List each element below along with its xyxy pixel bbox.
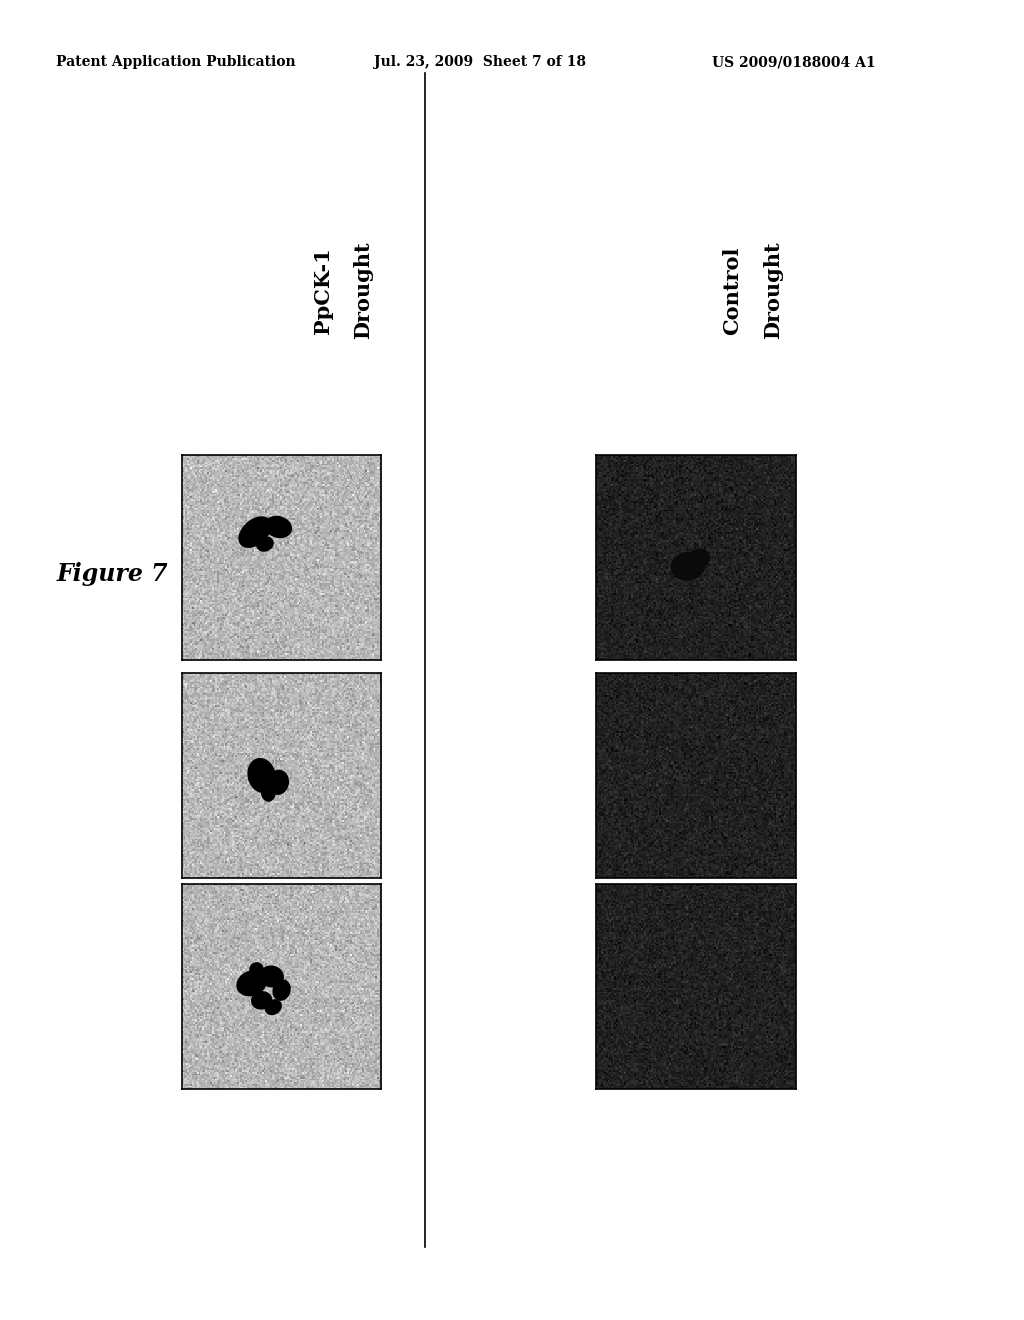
Ellipse shape [268,771,289,795]
Ellipse shape [261,784,275,801]
Ellipse shape [237,972,266,995]
Ellipse shape [265,999,282,1015]
Ellipse shape [248,759,275,792]
Text: Control: Control [722,246,742,335]
Text: PpCK-1: PpCK-1 [312,247,333,334]
Text: Drought: Drought [353,242,374,339]
Text: Patent Application Publication: Patent Application Publication [56,55,296,70]
Ellipse shape [252,991,271,1008]
Ellipse shape [672,553,705,579]
Ellipse shape [260,966,284,987]
Ellipse shape [273,979,290,1001]
Ellipse shape [239,517,271,548]
Text: US 2009/0188004 A1: US 2009/0188004 A1 [712,55,876,70]
Text: Figure 7: Figure 7 [56,562,168,586]
Text: Drought: Drought [763,242,783,339]
Text: Jul. 23, 2009  Sheet 7 of 18: Jul. 23, 2009 Sheet 7 of 18 [374,55,586,70]
Ellipse shape [250,962,263,977]
Ellipse shape [265,516,292,537]
Ellipse shape [257,537,273,552]
Ellipse shape [690,549,710,566]
